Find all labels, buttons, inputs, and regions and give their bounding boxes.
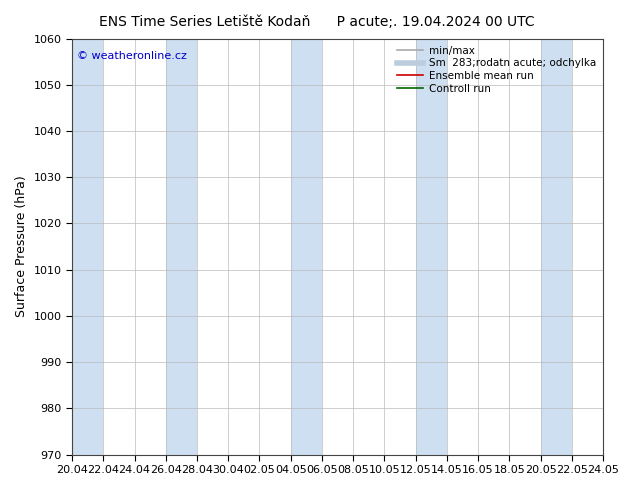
Bar [541, 39, 572, 455]
Text: ENS Time Series Letiště Kodaň      P acute;. 19.04.2024 00 UTC: ENS Time Series Letiště Kodaň P acute;. … [99, 15, 535, 29]
Bar [72, 39, 103, 455]
Bar [291, 39, 322, 455]
Bar [166, 39, 197, 455]
Text: © weatheronline.cz: © weatheronline.cz [77, 51, 187, 61]
Bar [416, 39, 447, 455]
Y-axis label: Surface Pressure (hPa): Surface Pressure (hPa) [15, 176, 28, 318]
Legend: min/max, Sm  283;rodatn acute; odchylka, Ensemble mean run, Controll run: min/max, Sm 283;rodatn acute; odchylka, … [395, 44, 598, 96]
